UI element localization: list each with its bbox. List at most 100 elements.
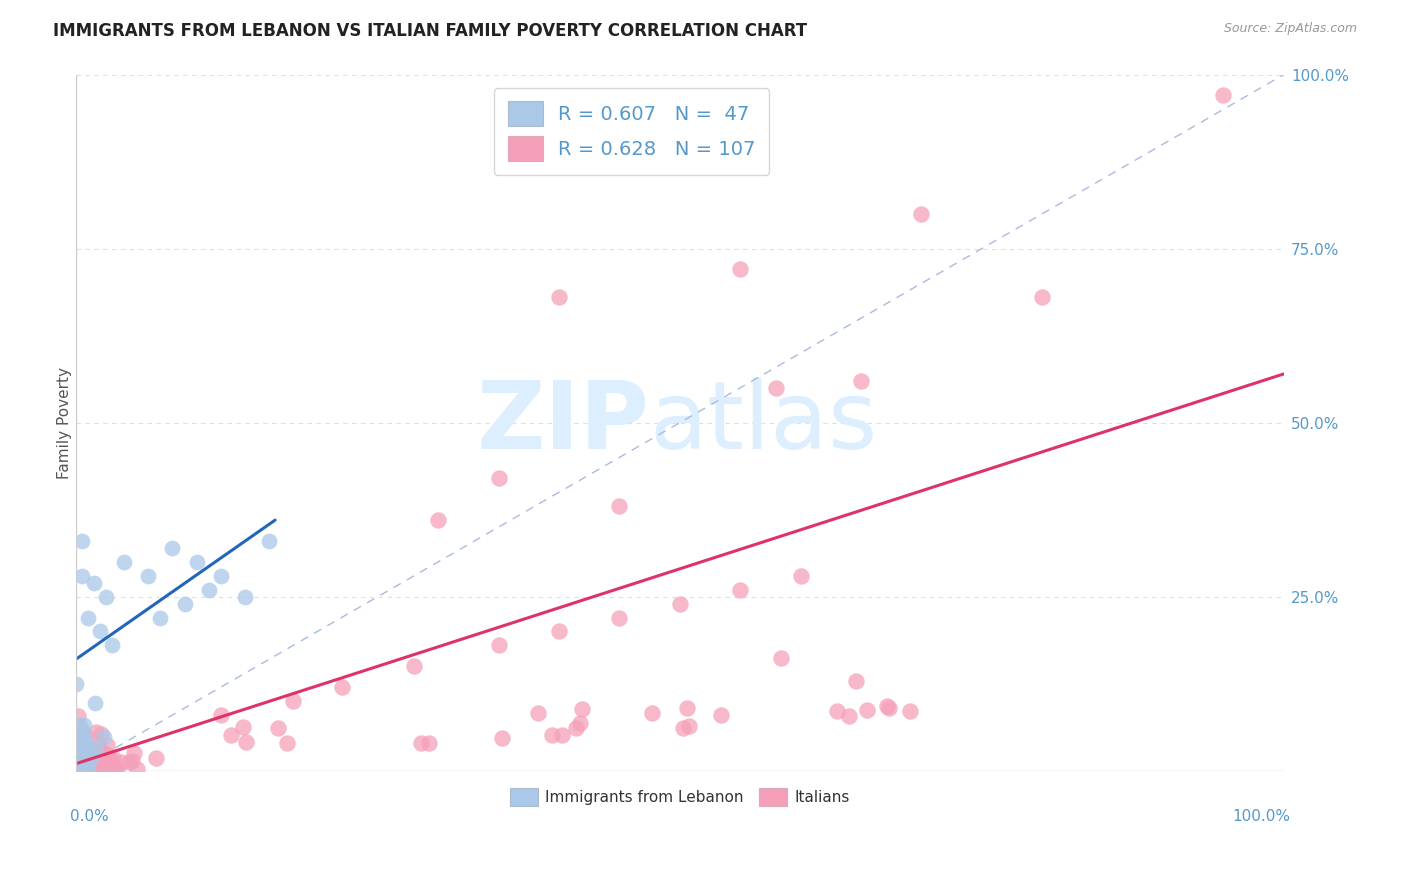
- Point: [96, 738, 118, 752]
- Point: [162, 541, 184, 555]
- Point: [856, 702, 879, 716]
- Point: [551, 728, 574, 742]
- Text: IMMIGRANTS FROM LEBANON VS ITALIAN FAMILY POVERTY CORRELATION CHART: IMMIGRANTS FROM LEBANON VS ITALIAN FAMIL…: [53, 22, 807, 40]
- Point: [66, 761, 89, 775]
- Point: [69, 760, 91, 774]
- Point: [87, 739, 110, 754]
- Point: [73, 756, 96, 771]
- Point: [100, 761, 122, 775]
- Point: [86, 753, 108, 767]
- Point: [67, 709, 90, 723]
- Point: [89, 755, 111, 769]
- Point: [75, 729, 97, 743]
- Point: [70, 568, 93, 582]
- Point: [65, 737, 87, 751]
- Y-axis label: Family Poverty: Family Poverty: [58, 367, 72, 479]
- Point: [121, 754, 143, 768]
- Point: [70, 732, 93, 747]
- Point: [876, 699, 898, 714]
- Point: [72, 724, 94, 739]
- Point: [67, 727, 90, 741]
- Point: [769, 650, 792, 665]
- Point: [105, 763, 128, 777]
- Point: [609, 610, 631, 624]
- Point: [173, 597, 195, 611]
- Point: [669, 597, 692, 611]
- Point: [84, 725, 107, 739]
- Point: [77, 756, 100, 770]
- Point: [75, 760, 97, 774]
- Point: [94, 590, 117, 604]
- Point: [73, 763, 96, 777]
- Point: [571, 702, 593, 716]
- Point: [65, 762, 87, 776]
- Point: [72, 726, 94, 740]
- Point: [235, 735, 257, 749]
- Point: [66, 744, 89, 758]
- Point: [257, 533, 280, 548]
- Point: [67, 737, 90, 751]
- Point: [70, 533, 93, 548]
- Point: [80, 760, 103, 774]
- Point: [83, 744, 105, 758]
- Point: [568, 715, 591, 730]
- Point: [124, 747, 146, 761]
- Point: [789, 568, 811, 582]
- Text: Source: ZipAtlas.com: Source: ZipAtlas.com: [1223, 22, 1357, 36]
- Point: [90, 761, 112, 775]
- Point: [70, 752, 93, 766]
- Point: [73, 761, 96, 775]
- Point: [197, 582, 219, 597]
- Point: [76, 610, 98, 624]
- Point: [69, 753, 91, 767]
- Point: [80, 747, 103, 762]
- Point: [89, 624, 111, 639]
- Point: [67, 759, 90, 773]
- Point: [90, 727, 112, 741]
- Point: [84, 760, 107, 774]
- Legend: Immigrants from Lebanon, Italians: Immigrants from Lebanon, Italians: [503, 782, 856, 812]
- Point: [77, 763, 100, 777]
- Point: [77, 762, 100, 776]
- Point: [77, 761, 100, 775]
- Point: [526, 706, 548, 721]
- Point: [66, 749, 89, 764]
- Point: [70, 731, 93, 745]
- Point: [66, 758, 89, 772]
- Point: [488, 639, 510, 653]
- Point: [76, 758, 98, 772]
- Point: [209, 568, 232, 582]
- Point: [1212, 88, 1234, 103]
- Point: [79, 756, 101, 770]
- Point: [93, 761, 115, 775]
- Point: [73, 761, 96, 775]
- Point: [98, 752, 121, 766]
- Point: [267, 721, 290, 735]
- Point: [72, 740, 94, 755]
- Point: [83, 575, 105, 590]
- Point: [84, 741, 107, 756]
- Point: [100, 753, 122, 767]
- Point: [910, 207, 932, 221]
- Point: [77, 755, 100, 769]
- Point: [77, 759, 100, 773]
- Point: [69, 718, 91, 732]
- Point: [97, 747, 120, 762]
- Text: atlas: atlas: [650, 376, 877, 468]
- Point: [93, 758, 115, 772]
- Point: [65, 677, 87, 691]
- Point: [488, 471, 510, 485]
- Point: [65, 751, 87, 765]
- Point: [93, 762, 115, 776]
- Point: [104, 763, 127, 777]
- Point: [87, 748, 110, 763]
- Point: [186, 555, 208, 569]
- Point: [838, 709, 860, 723]
- Point: [80, 761, 103, 775]
- Point: [675, 701, 697, 715]
- Point: [76, 754, 98, 768]
- Point: [641, 706, 664, 720]
- Point: [67, 754, 90, 768]
- Point: [70, 748, 93, 763]
- Point: [491, 731, 513, 746]
